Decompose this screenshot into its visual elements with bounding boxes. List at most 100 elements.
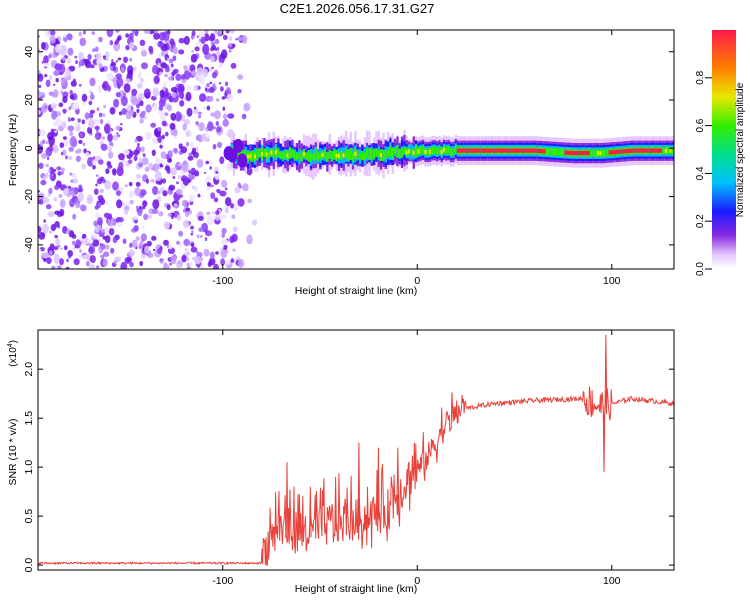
noise-speck (101, 113, 106, 117)
noise-speck (74, 150, 80, 154)
noise-speck (107, 146, 112, 153)
signal-band (382, 149, 385, 162)
noise-speck (82, 101, 85, 106)
noise-speck (69, 89, 73, 95)
y-tick-label: 40 (23, 46, 35, 58)
noise-speck (203, 171, 207, 174)
noise-speck (150, 179, 155, 183)
y-tick-label: -20 (23, 189, 35, 204)
signal-band (326, 152, 329, 162)
noise-speck (120, 261, 128, 269)
noise-speck (87, 156, 94, 167)
noise-speck (169, 122, 176, 130)
signal-knot (237, 153, 248, 168)
noise-speck (75, 202, 81, 209)
y-tick-label: 20 (23, 94, 35, 106)
signal-peak (536, 148, 539, 153)
signal-peak (543, 149, 546, 154)
noise-speck (232, 248, 236, 252)
spectrogram-frame (37, 29, 675, 270)
signal-peak (578, 150, 581, 156)
noise-speck (71, 247, 76, 252)
noise-speck (139, 118, 144, 124)
signal-band (256, 148, 259, 161)
signal-band (594, 149, 597, 157)
signal-peak (580, 150, 583, 156)
noise-speck (194, 46, 200, 52)
signal-peak (625, 149, 628, 154)
noise-speck (70, 117, 75, 121)
signal-band (421, 146, 425, 154)
noise-speck (175, 188, 183, 195)
noise-speck (44, 62, 50, 68)
noise-speck (61, 167, 65, 172)
noise-speck (117, 57, 122, 61)
noise-speck (61, 56, 67, 61)
signal-peak (379, 153, 383, 158)
noise-speck (220, 86, 224, 92)
noise-speck (52, 121, 58, 127)
noise-speck (53, 197, 58, 202)
noise-speck (121, 108, 127, 115)
signal-peak (569, 150, 572, 155)
noise-speck (48, 250, 53, 256)
noise-speck (135, 236, 140, 242)
noise-speck (51, 91, 58, 98)
colorbar: 0.0 0.2 0.4 0.6 0.8 Normalized spectral ampl… (695, 30, 746, 276)
signal-band (386, 149, 390, 157)
noise-speck (53, 246, 59, 251)
noise-speck (53, 70, 60, 76)
noise-speck (209, 251, 215, 259)
noise-speck (143, 213, 149, 220)
noise-speck (151, 208, 159, 215)
signal-peak (506, 148, 509, 153)
noise-speck (92, 239, 100, 247)
noise-speck (38, 84, 42, 88)
noise-speck (161, 120, 167, 127)
noise-speck (172, 176, 176, 179)
signal-peak (503, 148, 506, 153)
signal-peak (660, 148, 663, 153)
noise-speck (142, 153, 146, 158)
noise-speck (42, 139, 46, 144)
noise-speck (72, 139, 78, 148)
noise-speck (65, 69, 71, 77)
noise-speck (75, 60, 78, 65)
signal-peak (611, 150, 614, 155)
noise-speck (176, 240, 180, 245)
noise-speck (151, 235, 157, 241)
noise-speck (186, 262, 190, 267)
noise-speck (152, 186, 159, 196)
noise-speck (77, 118, 81, 123)
noise-speck (106, 30, 114, 38)
noise-speck (136, 82, 143, 89)
signal-band (445, 146, 448, 155)
signal-peak (613, 150, 616, 155)
noise-speck (97, 85, 103, 93)
svg-text:(x104): (x104) (7, 340, 19, 367)
signal-peak (534, 148, 537, 153)
noise-speck (45, 172, 49, 179)
noise-speck (115, 190, 122, 197)
signal-peak (650, 148, 654, 153)
noise-speck (237, 89, 242, 94)
noise-speck (186, 251, 191, 256)
signal-band (398, 149, 401, 159)
noise-speck (123, 92, 126, 97)
noise-speck (88, 246, 95, 255)
noise-speck (102, 55, 106, 58)
noise-speck (211, 184, 214, 188)
noise-speck (140, 77, 144, 83)
noise-speck (38, 144, 44, 154)
noise-speck (103, 251, 110, 257)
noise-speck (190, 246, 198, 253)
noise-speck (100, 228, 105, 233)
noise-speck (251, 219, 258, 226)
noise-speck (173, 68, 179, 74)
noise-speck (55, 238, 60, 247)
noise-speck (195, 121, 199, 125)
noise-speck (46, 156, 50, 161)
noise-speck (84, 112, 90, 120)
noise-speck (233, 203, 239, 212)
noise-speck (59, 247, 63, 250)
